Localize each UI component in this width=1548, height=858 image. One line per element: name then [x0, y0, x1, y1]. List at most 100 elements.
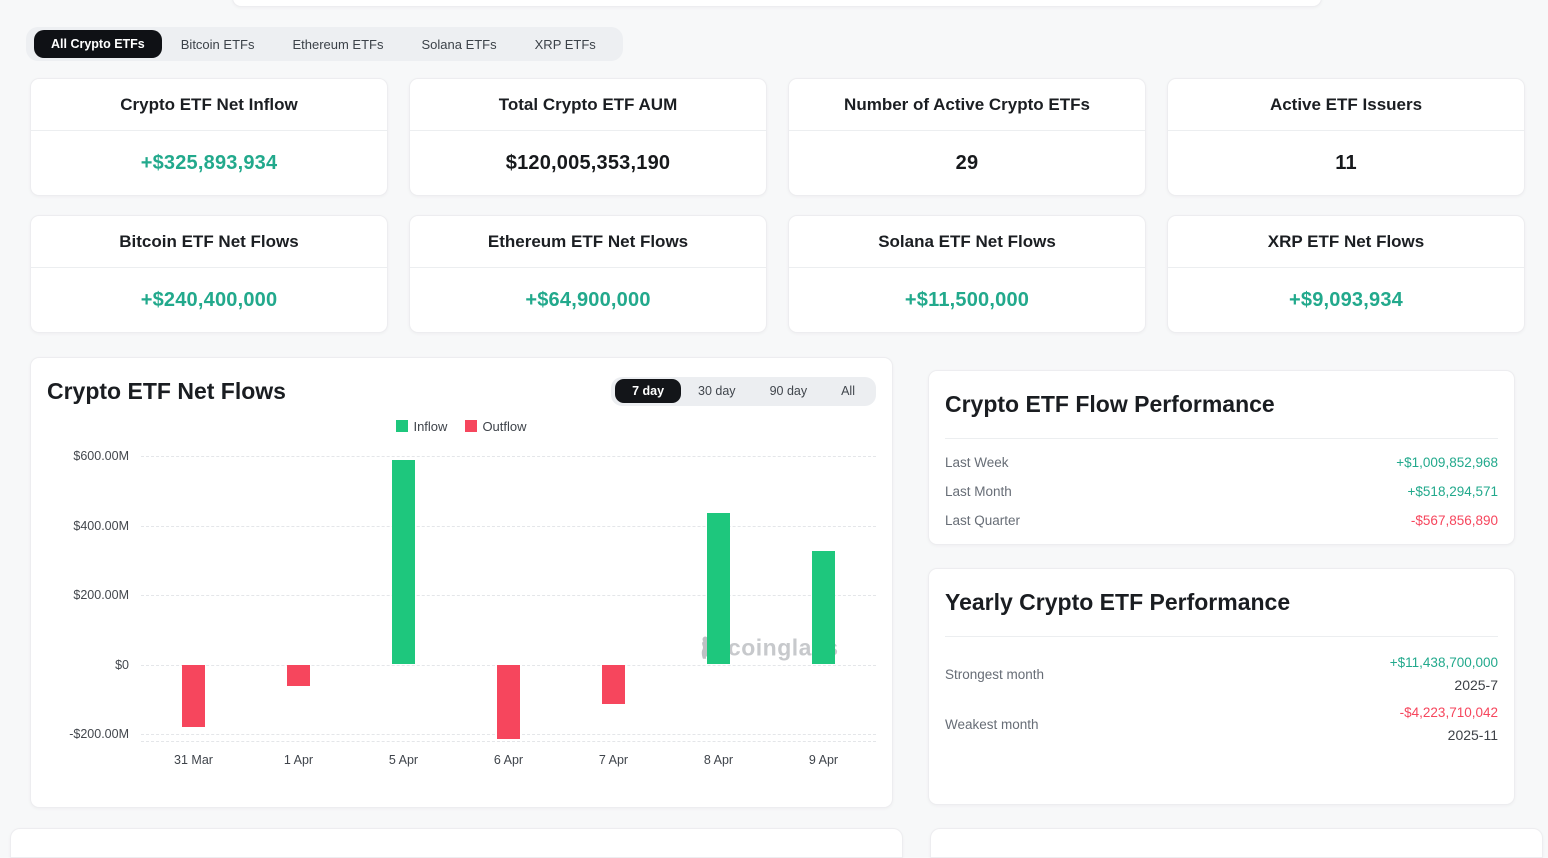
- stat-title: Ethereum ETF Net Flows: [410, 216, 766, 268]
- stat-card-grid: Crypto ETF Net Inflow +$325,893,934 Tota…: [30, 78, 1525, 333]
- inflow-swatch-icon: [396, 420, 409, 432]
- plot-column: coinglass 31 Mar 1 Apr 5 Apr 6 Apr 7 Apr 8 Ap…: [141, 456, 876, 774]
- stat-card-active-etfs: Number of Active Crypto ETFs 29: [788, 78, 1146, 196]
- stat-value: +$9,093,934: [1289, 288, 1403, 311]
- bar-1-apr[interactable]: [287, 664, 310, 687]
- x-tick-label: 7 Apr: [598, 753, 629, 767]
- gridline-bottom: [141, 741, 876, 742]
- stat-title: Active ETF Issuers: [1168, 79, 1524, 131]
- stat-title: Bitcoin ETF Net Flows: [31, 216, 387, 268]
- row-label: Last Quarter: [945, 513, 1021, 528]
- stat-value: +$325,893,934: [140, 151, 278, 174]
- tab-ethereum-etfs[interactable]: Ethereum ETFs: [292, 36, 384, 52]
- flow-performance-title: Crypto ETF Flow Performance: [945, 371, 1498, 439]
- chart-legend: Inflow Outflow: [47, 418, 876, 434]
- row-amount: +$11,438,700,000: [1389, 655, 1498, 670]
- stat-card-total-aum: Total Crypto ETF AUM $120,005,353,190: [409, 78, 767, 196]
- right-column: Crypto ETF Flow Performance Last Week +$…: [928, 370, 1515, 805]
- legend-item-inflow[interactable]: Inflow: [396, 419, 447, 434]
- stat-title: Number of Active Crypto ETFs: [789, 79, 1145, 131]
- y-tick-label: $600.00M: [73, 449, 129, 463]
- stat-title: XRP ETF Net Flows: [1168, 216, 1524, 268]
- gridline: [141, 595, 876, 596]
- plot-area: coinglass: [141, 456, 876, 742]
- tab-all-crypto-etfs[interactable]: All Crypto ETFs: [34, 30, 162, 58]
- flow-row-last-quarter: Last Quarter -$567,856,890: [945, 506, 1498, 535]
- legend-item-outflow[interactable]: Outflow: [465, 418, 527, 434]
- period-tab-90day[interactable]: 90 day: [769, 384, 808, 398]
- stat-card-active-issuers: Active ETF Issuers 11: [1167, 78, 1525, 196]
- stat-card-xrp-flows: XRP ETF Net Flows +$9,093,934: [1167, 215, 1525, 333]
- gridline: [141, 525, 876, 527]
- x-tick-label: 8 Apr: [703, 753, 734, 767]
- stat-value: 29: [955, 151, 979, 174]
- period-tabbar: 7 day 30 day 90 day All: [611, 376, 876, 406]
- yearly-performance-rows: Strongest month +$11,438,700,000 2025-7 …: [945, 637, 1498, 743]
- flow-row-last-week: Last Week +$1,009,852,968: [945, 448, 1498, 477]
- row-label: Last Month: [945, 484, 1012, 499]
- legend-label: Inflow: [413, 418, 448, 434]
- row-value: +$1,009,852,968: [1396, 455, 1498, 470]
- flow-performance-card: Crypto ETF Flow Performance Last Week +$…: [928, 370, 1515, 545]
- yearly-row-weakest: Weakest month -$4,223,710,042 2025-11: [945, 705, 1498, 743]
- chart-title: Crypto ETF Net Flows: [47, 377, 286, 404]
- stat-title: Total Crypto ETF AUM: [410, 79, 766, 131]
- period-tab-30day[interactable]: 30 day: [698, 384, 736, 398]
- yearly-performance-card: Yearly Crypto ETF Performance Strongest …: [928, 568, 1515, 805]
- tab-xrp-etfs[interactable]: XRP ETFs: [534, 36, 596, 52]
- top-partial-card: [232, 0, 1322, 7]
- x-axis: 31 Mar 1 Apr 5 Apr 6 Apr 7 Apr 8 Apr 9 Apr: [141, 742, 876, 774]
- y-axis: $600.00M $400.00M $200.00M $0 -$200.00M: [47, 449, 129, 742]
- yearly-row-strongest: Strongest month +$11,438,700,000 2025-7: [945, 655, 1498, 693]
- period-tab-all[interactable]: All: [841, 384, 855, 398]
- row-period: 2025-11: [1447, 727, 1498, 743]
- stat-card-ethereum-flows: Ethereum ETF Net Flows +$64,900,000: [409, 215, 767, 333]
- period-tab-7day[interactable]: 7 day: [615, 379, 682, 403]
- bar-31-mar[interactable]: [181, 664, 205, 728]
- stat-title: Solana ETF Net Flows: [789, 216, 1145, 268]
- row-value-block: +$11,438,700,000 2025-7: [1390, 655, 1498, 693]
- stat-value: $120,005,353,190: [505, 151, 671, 174]
- y-tick-label: $400.00M: [73, 518, 129, 533]
- x-tick-label: 1 Apr: [283, 753, 314, 767]
- net-flows-chart-card: Crypto ETF Net Flows 7 day 30 day 90 day…: [30, 357, 893, 808]
- y-tick-label: $200.00M: [73, 588, 129, 602]
- bar-7-apr[interactable]: [602, 664, 625, 705]
- stat-title: Crypto ETF Net Inflow: [31, 79, 387, 131]
- y-tick-label: -$200.00M: [69, 727, 129, 741]
- y-tick-label: $0: [115, 657, 129, 672]
- stat-value: +$64,900,000: [525, 288, 651, 311]
- flow-performance-rows: Last Week +$1,009,852,968 Last Month +$5…: [945, 439, 1498, 535]
- row-label: Last Week: [945, 455, 1009, 470]
- tab-bitcoin-etfs[interactable]: Bitcoin ETFs: [180, 36, 255, 52]
- chart-body: $600.00M $400.00M $200.00M $0 -$200.00M coin…: [47, 449, 876, 774]
- etf-category-tabbar: All Crypto ETFs Bitcoin ETFs Ethereum ET…: [26, 27, 623, 61]
- row-label: Strongest month: [945, 666, 1045, 682]
- tab-solana-etfs[interactable]: Solana ETFs: [421, 36, 497, 52]
- gridline: [141, 456, 876, 457]
- stat-value: 11: [1335, 151, 1357, 174]
- row-value-block: -$4,223,710,042 2025-11: [1400, 705, 1498, 743]
- x-tick-label: 9 Apr: [808, 753, 839, 767]
- legend-label: Outflow: [482, 418, 527, 434]
- row-value: +$518,294,571: [1407, 484, 1498, 499]
- bar-6-apr[interactable]: [497, 664, 520, 740]
- stat-card-solana-flows: Solana ETF Net Flows +$11,500,000: [788, 215, 1146, 333]
- row-amount: -$4,223,710,042: [1399, 705, 1498, 720]
- outflow-swatch-icon: [465, 420, 478, 432]
- yearly-performance-title: Yearly Crypto ETF Performance: [945, 569, 1498, 637]
- chart-header: Crypto ETF Net Flows 7 day 30 day 90 day…: [47, 376, 876, 406]
- row-value: -$567,856,890: [1410, 513, 1498, 528]
- row-period: 2025-7: [1454, 677, 1498, 693]
- x-tick-label: 31 Mar: [174, 753, 213, 767]
- bar-8-apr[interactable]: [707, 513, 730, 665]
- stat-card-bitcoin-flows: Bitcoin ETF Net Flows +$240,400,000: [30, 215, 388, 333]
- stat-value: +$11,500,000: [904, 288, 1030, 311]
- stat-value: +$240,400,000: [140, 288, 278, 311]
- stat-card-net-inflow: Crypto ETF Net Inflow +$325,893,934: [30, 78, 388, 196]
- row-label: Weakest month: [945, 716, 1039, 732]
- x-tick-label: 6 Apr: [493, 753, 524, 767]
- flow-row-last-month: Last Month +$518,294,571: [945, 477, 1498, 506]
- bar-5-apr[interactable]: [392, 460, 415, 665]
- bar-9-apr[interactable]: [812, 551, 835, 665]
